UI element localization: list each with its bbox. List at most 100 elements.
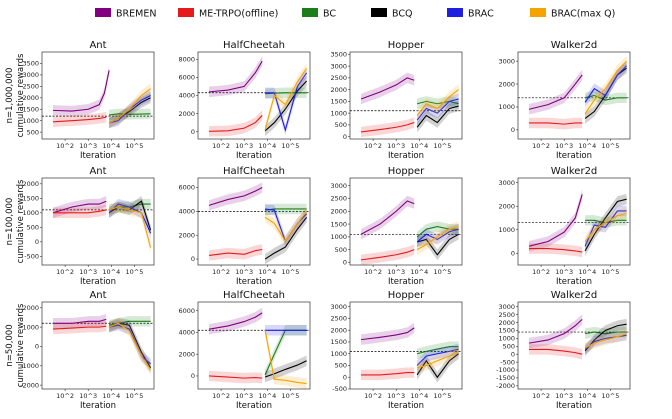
series-band (361, 117, 415, 138)
legend-item: BRAC(max Q) (530, 8, 615, 20)
series-line (53, 209, 107, 214)
x-tick-label: 10^4 (410, 268, 428, 276)
x-tick-label: 10^3 (79, 392, 97, 400)
subplot: HalfCheetah 0 2000 4000 6000 10^2 10^3 10^4 10^5… (178, 166, 311, 287)
x-axis-label: Iteration (236, 277, 272, 287)
series-line (584, 94, 627, 101)
series-band (209, 55, 263, 98)
series-band (585, 318, 627, 357)
y-tick-label: 8000 (178, 55, 195, 63)
series-line (264, 80, 308, 132)
series-band (585, 62, 627, 124)
series-line (529, 247, 583, 253)
plot-frame (41, 51, 155, 140)
subplot: HalfCheetah 0 2000 4000 6000 10^2 10^3 10^4 10^5… (178, 290, 311, 411)
row-label-line: cumulative rewards (16, 303, 26, 387)
legend-label: BREMEN (116, 9, 156, 20)
subplot: Hopper 0 500 1000 1500 2000 2500 3000 3500 10^2 10… (330, 40, 463, 161)
series-line (108, 203, 152, 234)
plot-frame (349, 177, 463, 266)
series-line (584, 198, 627, 252)
subplot: Walker2d-2000-1500-1000-5000500100015002… (496, 290, 631, 411)
y-tick-label: 0 (511, 126, 515, 134)
y-tick-label: 3000 (498, 57, 515, 65)
series-band (109, 198, 151, 239)
y-tick-label: 3000 (22, 71, 39, 79)
series-line (208, 60, 263, 93)
series-band (585, 215, 627, 228)
x-axis-label: Iteration (388, 401, 424, 411)
subplot-title: Walker2d (551, 290, 598, 301)
series-line (416, 353, 459, 379)
y-tick-label: 2000 (178, 110, 195, 118)
y-tick-label: 1000 (498, 103, 515, 111)
y-tick-label: 1000 (498, 226, 515, 234)
series-line (360, 249, 415, 261)
series-line (264, 68, 308, 131)
y-tick-label: 3000 (330, 182, 347, 190)
series-band (585, 328, 627, 354)
x-tick-label: 10^3 (387, 392, 405, 400)
series-band (109, 316, 151, 331)
x-tick-label: 10^4 (410, 142, 428, 150)
x-axis-label: Iteration (80, 277, 116, 287)
subplot-title: Ant (89, 40, 106, 51)
subplot-title: HalfCheetah (223, 166, 285, 177)
series-line (208, 187, 263, 206)
x-tick-label: 10^5 (282, 268, 300, 276)
y-tick-label: 1000 (330, 233, 347, 241)
series-band (529, 314, 583, 349)
x-tick-label: 10^3 (555, 268, 573, 276)
y-tick-label: 0 (511, 249, 515, 257)
series-line (584, 210, 627, 247)
series-line (360, 327, 415, 341)
y-tick-label: 2500 (498, 311, 515, 319)
y-tick-label: 2500 (330, 315, 347, 323)
y-tick-label: -1000 (496, 366, 515, 374)
subplot: Ant -2000 -1000 0 1000 2000 10^2 10^3 10^4 10^5 It… (20, 290, 155, 411)
subplot: Walker2d 0 1000 2000 3000 10^2 10^3 10^4 10^5 Ite… (498, 166, 631, 287)
series-line (584, 212, 627, 242)
series-line (360, 77, 415, 100)
y-tick-label: -2000 (496, 382, 515, 390)
y-tick-label: 3000 (330, 303, 347, 311)
x-tick-label: 10^4 (102, 392, 120, 400)
series-line (585, 331, 627, 335)
y-tick-label: 2000 (498, 319, 515, 327)
series-band (109, 319, 151, 370)
y-tick-label: -500 (500, 358, 515, 366)
series-band (209, 307, 263, 335)
y-tick-label: 3000 (330, 62, 347, 70)
y-tick-label: 1500 (330, 220, 347, 228)
y-tick-label: 1000 (330, 109, 347, 117)
y-tick-label: -500 (24, 253, 39, 261)
x-tick-label: 10^5 (434, 268, 452, 276)
y-tick-label: 3000 (498, 303, 515, 311)
legend-swatch (178, 8, 194, 17)
y-tick-label: 2000 (178, 350, 195, 358)
legend-label: BCQ (392, 9, 412, 20)
y-tick-label: 500 (27, 128, 39, 136)
y-tick-label: 0 (511, 350, 515, 358)
y-tick-label: 1500 (330, 338, 347, 346)
y-tick-label: 0 (191, 255, 195, 263)
y-tick-label: 1000 (22, 209, 39, 217)
series-band (265, 212, 307, 265)
series-line (108, 206, 152, 248)
series-line (265, 72, 308, 132)
legend-label: ME-TRPO(offline) (199, 9, 278, 20)
series-band (417, 343, 459, 371)
y-tick-label: 2000 (330, 207, 347, 215)
series-line (416, 89, 459, 116)
x-tick-label: 10^5 (126, 392, 144, 400)
legend-item: BREMEN (95, 8, 156, 20)
x-tick-label: 10^4 (102, 268, 120, 276)
series-band (417, 341, 459, 359)
y-tick-label: 6000 (178, 184, 195, 192)
series-line (416, 350, 459, 369)
series-line (208, 375, 263, 379)
y-tick-label: 1000 (498, 335, 515, 343)
x-tick-label: 10^2 (364, 392, 382, 400)
y-tick-label: -2000 (20, 381, 39, 389)
